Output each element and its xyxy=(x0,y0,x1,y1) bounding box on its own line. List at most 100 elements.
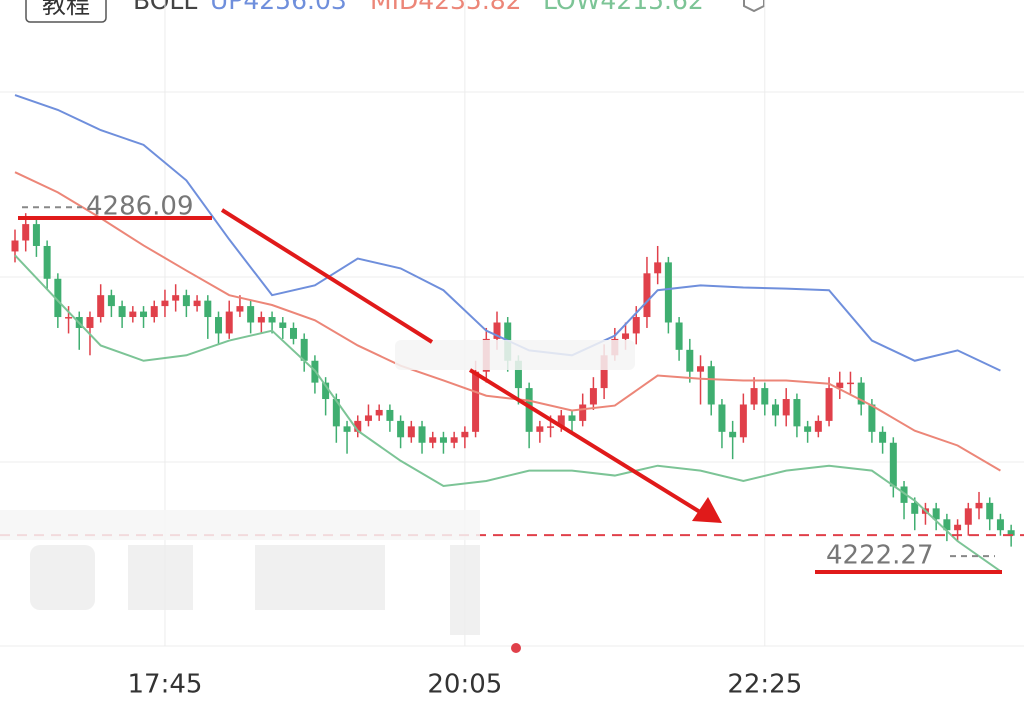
time-marker xyxy=(511,643,521,653)
candle-body xyxy=(161,300,169,307)
candle-body xyxy=(739,404,747,438)
candle-body xyxy=(654,262,662,274)
candle-body xyxy=(857,382,865,405)
candle-body xyxy=(686,349,694,372)
boll-mid: MID4235.82 xyxy=(370,0,522,15)
candle-body xyxy=(279,322,287,328)
candle-body xyxy=(268,317,276,323)
candle-body xyxy=(407,426,415,438)
candle-body xyxy=(86,317,94,328)
candle-body xyxy=(761,388,769,405)
candle-body xyxy=(461,431,469,438)
candle-body xyxy=(204,300,212,318)
candle-body xyxy=(247,306,255,323)
candle-body xyxy=(579,404,587,421)
candle-body xyxy=(439,437,447,443)
candle-body xyxy=(557,415,565,427)
candle-body xyxy=(129,311,137,318)
candle-body xyxy=(514,360,522,389)
candle-body xyxy=(450,437,458,443)
candle-body xyxy=(964,508,972,525)
annotations xyxy=(18,208,1002,574)
candle-body xyxy=(782,399,790,416)
price-label: 4222.27 xyxy=(826,541,934,571)
candle-body xyxy=(375,409,383,416)
candle-body xyxy=(675,322,683,350)
candle-body xyxy=(193,300,201,307)
candle-body xyxy=(911,502,919,514)
candle-body xyxy=(697,366,705,372)
x-tick-label: 17:45 xyxy=(127,670,202,700)
candle-body xyxy=(771,404,779,416)
candle-body xyxy=(429,437,437,443)
candle-body xyxy=(22,224,30,241)
candle-body xyxy=(118,306,126,318)
candle-body xyxy=(236,306,244,312)
candle-body xyxy=(354,420,362,432)
candle-body xyxy=(364,415,372,421)
candle-body xyxy=(289,327,297,339)
boll-line xyxy=(14,254,1002,573)
candle-body xyxy=(664,262,672,323)
candle-body xyxy=(11,240,19,252)
candle-body xyxy=(868,404,876,432)
candle-body xyxy=(107,295,115,307)
candle-body xyxy=(32,224,40,246)
candle-body xyxy=(600,355,608,389)
candle-body xyxy=(172,295,180,301)
candle-body xyxy=(996,519,1004,531)
candle-body xyxy=(150,306,158,318)
candle-body xyxy=(343,426,351,432)
candle-body xyxy=(1007,530,1015,536)
boll-line xyxy=(14,171,1001,472)
candle-body xyxy=(397,420,405,438)
candle-body xyxy=(814,420,822,432)
candle-body xyxy=(943,519,951,531)
candle-body xyxy=(632,317,640,334)
candle-body xyxy=(643,273,651,318)
candle-body xyxy=(718,404,726,432)
candle-body xyxy=(932,508,940,520)
candle-body xyxy=(986,502,994,520)
candle-body xyxy=(954,524,962,531)
blurred-overlay xyxy=(0,340,635,635)
candle-body xyxy=(225,311,233,334)
candle-body xyxy=(140,311,148,318)
candle-body xyxy=(300,338,308,361)
candle-body xyxy=(975,502,983,509)
candle-body xyxy=(418,426,426,443)
candle-body xyxy=(525,388,533,432)
candle-body xyxy=(804,426,812,432)
candle-body xyxy=(386,409,394,421)
candle-body xyxy=(622,333,630,339)
candle-body xyxy=(332,399,340,427)
settings-icon[interactable] xyxy=(743,0,765,13)
x-tick-label: 20:05 xyxy=(427,670,502,700)
boll-up: UP4256.03 xyxy=(210,0,347,15)
candle-body xyxy=(836,382,844,389)
candle-body xyxy=(182,295,190,307)
candle-body xyxy=(322,382,330,400)
candle-body xyxy=(547,426,555,428)
candle-body xyxy=(65,317,73,319)
candle-body xyxy=(97,295,105,318)
candle-body xyxy=(707,366,715,405)
candle-body xyxy=(215,317,223,334)
candle-body xyxy=(846,382,854,385)
candle-body xyxy=(43,245,51,279)
tab-button[interactable] xyxy=(25,0,107,23)
candle-body xyxy=(729,431,737,438)
candle-body xyxy=(54,278,62,318)
candle-body xyxy=(750,388,758,405)
candle-body xyxy=(568,415,576,421)
candle-body xyxy=(793,399,801,427)
candle-body xyxy=(472,371,480,432)
candle-body xyxy=(889,442,897,487)
x-tick-label: 22:25 xyxy=(727,670,802,700)
candle-body xyxy=(493,322,501,339)
candle-body xyxy=(257,317,265,323)
candle-body xyxy=(900,486,908,503)
tab-label[interactable]: 教程 xyxy=(42,0,90,19)
candle-body xyxy=(589,388,597,405)
